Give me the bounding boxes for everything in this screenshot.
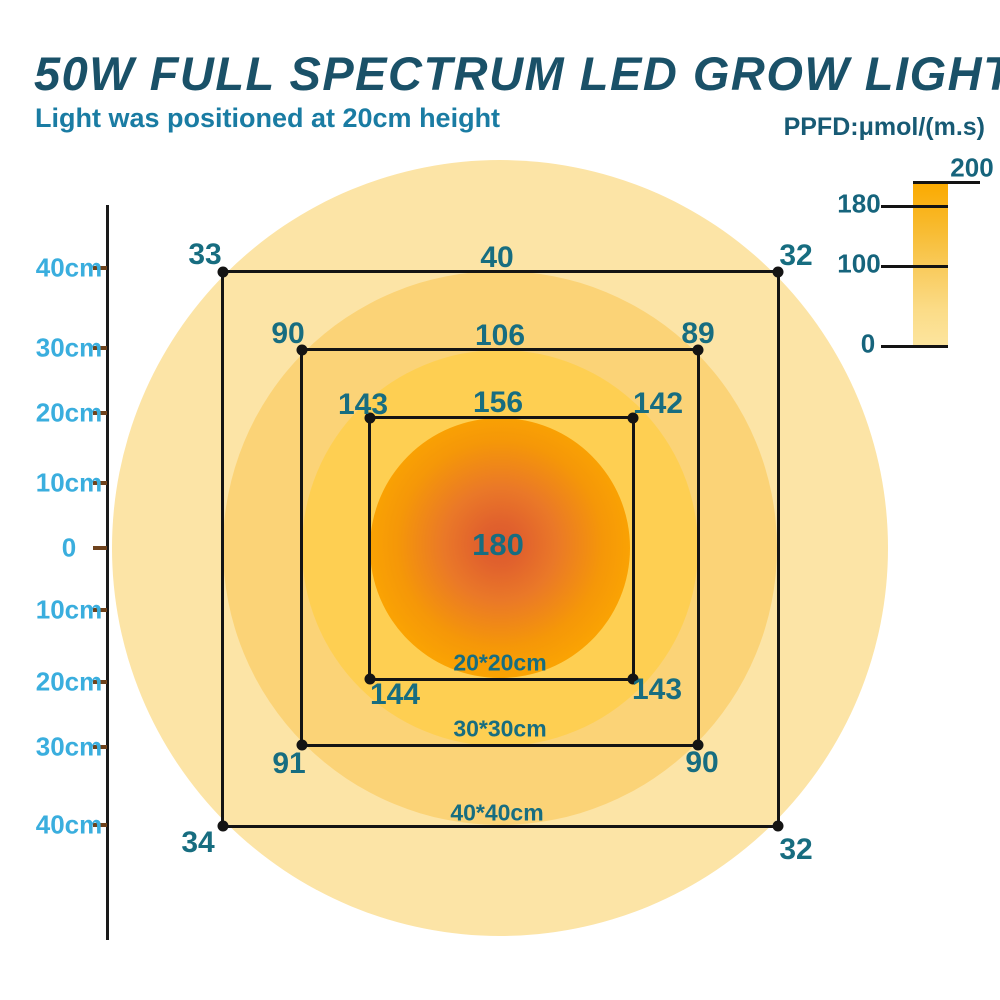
- y-axis-label: 30cm: [35, 332, 103, 363]
- ppfd-value-20-bottom-right: 143: [631, 673, 683, 706]
- ppfd-value-40-top-center: 40: [480, 241, 514, 274]
- ppfd-value-center: 180: [472, 527, 524, 562]
- y-axis-tick: [93, 680, 107, 684]
- square-size-label-20: 20*20cm: [453, 649, 547, 676]
- ppfd-value-30-top-right: 89: [681, 317, 715, 350]
- ppfd-value-30-top-center: 106: [474, 319, 526, 352]
- corner-dot: [772, 820, 784, 832]
- corner-dot: [364, 412, 376, 424]
- colorbar-tick-line-100: [881, 265, 948, 268]
- ppfd-value-40-top-left: 33: [188, 238, 222, 271]
- y-axis-label: 40cm: [35, 252, 103, 283]
- y-axis-tick: [93, 411, 107, 415]
- corner-dot: [772, 266, 784, 278]
- y-axis-tick: [93, 608, 107, 612]
- y-axis-label: 10cm: [35, 594, 103, 625]
- square-size-label-30: 30*30cm: [453, 715, 547, 742]
- ppfd-unit-label: PPFD:μmol/(m.s): [783, 113, 985, 141]
- ppfd-value-40-bottom-right: 32: [779, 833, 813, 866]
- ppfd-value-20-top-left: 143: [337, 388, 389, 421]
- y-axis-line: [106, 205, 109, 940]
- corner-dot: [627, 412, 639, 424]
- colorbar-tick-line-200: [913, 181, 980, 184]
- colorbar-tick-label-100: 100: [837, 248, 881, 279]
- y-axis-label: 0: [61, 532, 77, 563]
- colorbar-tick-label-180: 180: [837, 188, 881, 219]
- corner-dot: [296, 344, 308, 356]
- colorbar-tick-label-200: 200: [950, 152, 994, 183]
- page-subtitle: Light was positioned at 20cm height: [35, 103, 501, 133]
- corner-dot: [217, 820, 229, 832]
- corner-dot: [296, 739, 308, 751]
- corner-dot: [692, 739, 704, 751]
- square-30x30cm: [300, 348, 700, 747]
- y-axis-label: 20cm: [35, 397, 103, 428]
- corner-dot: [627, 673, 639, 685]
- ppfd-value-20-top-right: 142: [632, 387, 684, 420]
- y-axis-label: 40cm: [35, 809, 103, 840]
- y-axis-tick: [93, 481, 107, 485]
- corner-dot: [217, 266, 229, 278]
- ppfd-value-40-bottom-left: 34: [181, 826, 215, 859]
- corner-dot: [692, 344, 704, 356]
- y-axis-tick: [93, 823, 107, 827]
- square-40x40cm: [221, 270, 780, 828]
- ppfd-value-20-bottom-left: 144: [369, 678, 421, 711]
- y-axis-tick: [93, 745, 107, 749]
- ppfd-value-40-top-right: 32: [779, 239, 813, 272]
- y-axis-label: 30cm: [35, 731, 103, 762]
- ppfd-value-30-bottom-left: 91: [272, 747, 306, 780]
- colorbar-tick-line-0: [881, 345, 948, 348]
- y-axis-tick: [93, 546, 107, 550]
- corner-dot: [364, 673, 376, 685]
- y-axis-label: 10cm: [35, 467, 103, 498]
- square-size-label-40: 40*40cm: [450, 799, 544, 826]
- y-axis-tick: [93, 346, 107, 350]
- ppfd-ring-inner-hotspot: [370, 418, 630, 678]
- colorbar-tick-line-180: [881, 205, 948, 208]
- ppfd-value-30-bottom-right: 90: [685, 746, 719, 779]
- colorbar-tick-label-0: 0: [860, 328, 876, 359]
- ppfd-value-30-top-left: 90: [271, 317, 305, 350]
- square-20x20cm: [368, 416, 635, 681]
- ppfd-value-20-top-center: 156: [472, 386, 524, 419]
- y-axis-tick: [93, 266, 107, 270]
- page-title: 50W FULL SPECTRUM LED GROW LIGHT: [34, 47, 1000, 100]
- y-axis-label: 20cm: [35, 666, 103, 697]
